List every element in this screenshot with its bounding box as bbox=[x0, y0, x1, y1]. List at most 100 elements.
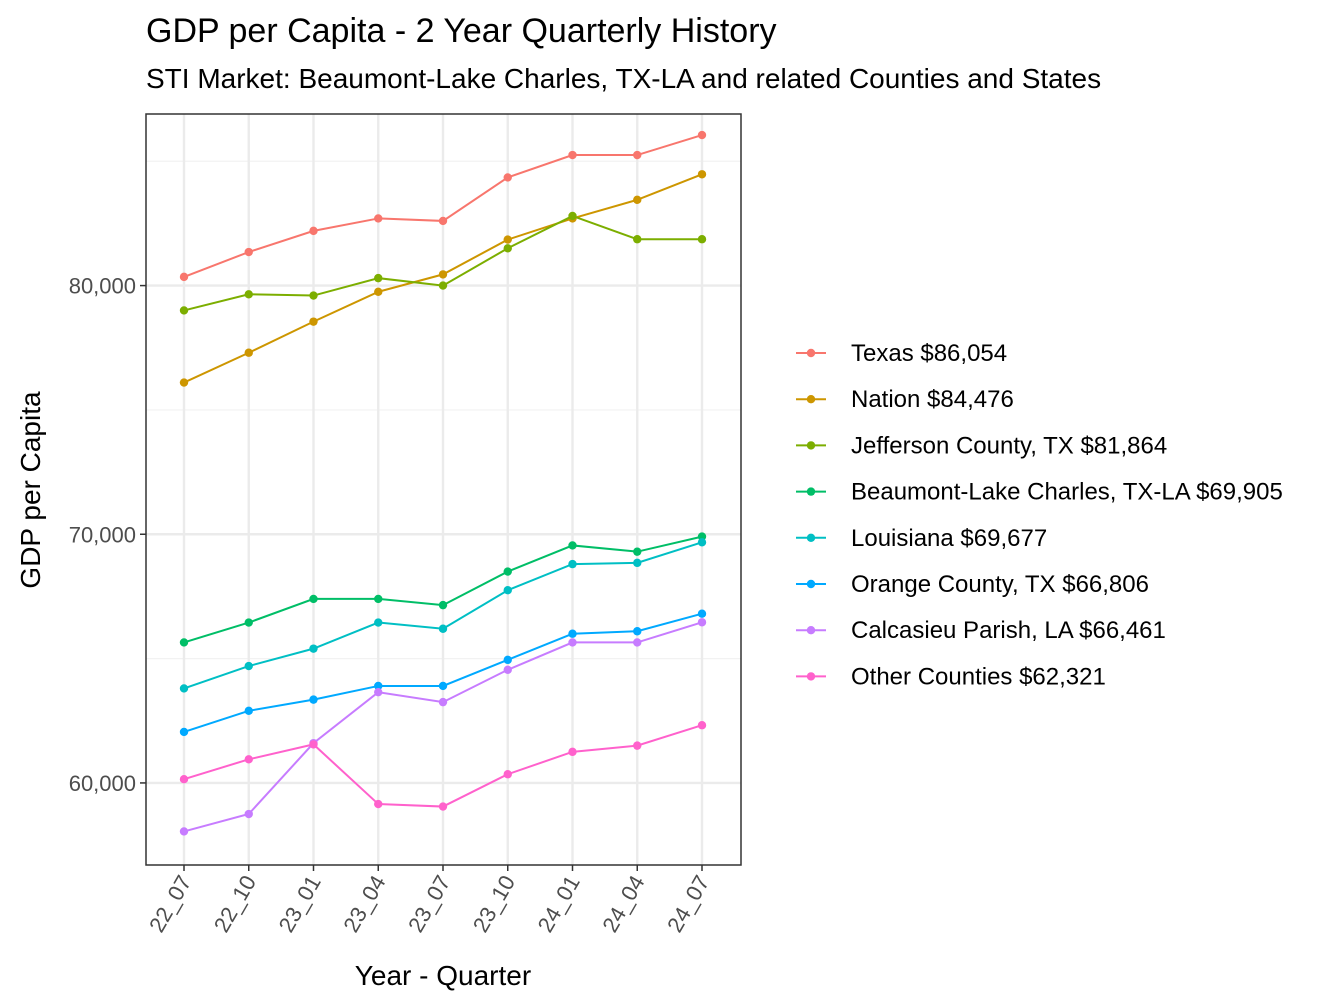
data-point bbox=[633, 627, 642, 636]
legend: Texas $86,054 Nation $84,476 Jefferson Cou… bbox=[796, 340, 1283, 690]
y-axis-title: GDP per Capita bbox=[15, 391, 46, 589]
x-tick-label: 22_07 bbox=[144, 871, 196, 936]
data-point bbox=[179, 378, 189, 387]
series-7 bbox=[179, 721, 707, 811]
data-point bbox=[179, 727, 189, 737]
data-point bbox=[179, 306, 189, 315]
data-point bbox=[568, 150, 577, 160]
legend-item: Texas $86,054 bbox=[796, 340, 1007, 367]
data-point bbox=[309, 594, 318, 604]
x-tick-label: 24_07 bbox=[662, 871, 714, 936]
data-point bbox=[244, 348, 253, 357]
data-point bbox=[374, 799, 383, 809]
data-point bbox=[568, 629, 577, 638]
x-tick-label: 24_01 bbox=[533, 871, 585, 936]
data-point bbox=[697, 538, 707, 547]
data-point bbox=[438, 216, 448, 226]
data-point bbox=[374, 273, 383, 283]
series-4 bbox=[179, 538, 707, 693]
data-point bbox=[633, 235, 642, 244]
data-point bbox=[503, 655, 512, 665]
y-tick-label: 70,000 bbox=[69, 522, 136, 547]
data-point bbox=[374, 618, 383, 627]
series-2 bbox=[179, 211, 707, 315]
x-axis-title: Year - Quarter bbox=[355, 960, 531, 991]
data-point bbox=[568, 638, 577, 647]
legend-key-point bbox=[806, 348, 816, 358]
legend-key-point bbox=[806, 672, 816, 681]
data-point bbox=[697, 609, 707, 618]
data-point bbox=[438, 270, 448, 279]
data-point bbox=[633, 195, 642, 204]
legend-label: Beaumont-Lake Charles, TX-LA $69,905 bbox=[851, 479, 1283, 506]
data-point bbox=[244, 618, 253, 627]
data-point bbox=[503, 173, 512, 182]
data-point bbox=[438, 697, 448, 707]
data-point bbox=[633, 638, 642, 647]
data-point bbox=[568, 211, 577, 221]
y-tick-label: 60,000 bbox=[69, 771, 136, 796]
legend-item: Louisiana $69,677 bbox=[796, 525, 1047, 552]
data-point bbox=[503, 235, 512, 244]
x-tick-label: 23_04 bbox=[338, 871, 390, 936]
legend-key-point bbox=[806, 579, 816, 589]
data-point bbox=[244, 290, 253, 299]
x-tick-label: 23_07 bbox=[403, 871, 455, 936]
data-point bbox=[568, 541, 577, 550]
data-point bbox=[438, 681, 448, 691]
data-point bbox=[503, 244, 512, 253]
data-point bbox=[179, 775, 189, 784]
data-point bbox=[697, 170, 707, 179]
series-3 bbox=[179, 532, 707, 647]
legend-item: Orange County, TX $66,806 bbox=[796, 571, 1149, 598]
chart-subtitle: STI Market: Beaumont-Lake Charles, TX-LA… bbox=[146, 63, 1102, 94]
data-point bbox=[633, 741, 642, 750]
legend-key-point bbox=[806, 487, 816, 496]
data-point bbox=[697, 721, 707, 730]
legend-label: Other Counties $62,321 bbox=[851, 663, 1106, 690]
data-point bbox=[374, 287, 383, 297]
data-point bbox=[374, 681, 383, 691]
data-point bbox=[179, 827, 189, 836]
data-point bbox=[179, 638, 189, 647]
data-point bbox=[697, 130, 707, 140]
chart-title: GDP per Capita - 2 Year Quarterly Histor… bbox=[146, 12, 777, 50]
data-point bbox=[309, 740, 318, 749]
legend-label: Nation $84,476 bbox=[851, 386, 1014, 413]
legend-label: Orange County, TX $66,806 bbox=[851, 571, 1149, 598]
data-point bbox=[503, 586, 512, 595]
legend-item: Calcasieu Parish, LA $66,461 bbox=[796, 617, 1166, 644]
data-point bbox=[374, 214, 383, 223]
legend-item: Nation $84,476 bbox=[796, 386, 1014, 413]
data-point bbox=[309, 695, 318, 704]
plot-panel bbox=[146, 114, 741, 865]
data-point bbox=[438, 802, 448, 811]
series-layer bbox=[179, 130, 707, 836]
x-tick-label: 23_10 bbox=[468, 871, 520, 936]
data-point bbox=[244, 661, 253, 671]
x-tick-label: 22_10 bbox=[209, 871, 261, 936]
data-point bbox=[633, 558, 642, 568]
data-point bbox=[503, 770, 512, 779]
y-tick-label: 80,000 bbox=[69, 274, 136, 299]
legend-key-point bbox=[806, 533, 816, 542]
data-point bbox=[438, 600, 448, 610]
series-5 bbox=[179, 609, 707, 737]
legend-item: Beaumont-Lake Charles, TX-LA $69,905 bbox=[796, 479, 1283, 506]
legend-item: Other Counties $62,321 bbox=[796, 663, 1106, 690]
series-0 bbox=[179, 130, 707, 282]
data-point bbox=[179, 272, 189, 282]
x-tick-label: 23_01 bbox=[274, 871, 326, 936]
data-point bbox=[697, 235, 707, 244]
data-point bbox=[244, 706, 253, 716]
data-point bbox=[568, 747, 577, 757]
x-tick-label: 24_04 bbox=[597, 871, 649, 936]
data-point bbox=[374, 594, 383, 604]
legend-label: Jefferson County, TX $81,864 bbox=[851, 432, 1167, 459]
series-1 bbox=[179, 170, 707, 387]
data-point bbox=[244, 809, 253, 819]
data-point bbox=[633, 150, 642, 160]
data-point bbox=[309, 317, 318, 326]
legend-key-point bbox=[806, 441, 816, 450]
